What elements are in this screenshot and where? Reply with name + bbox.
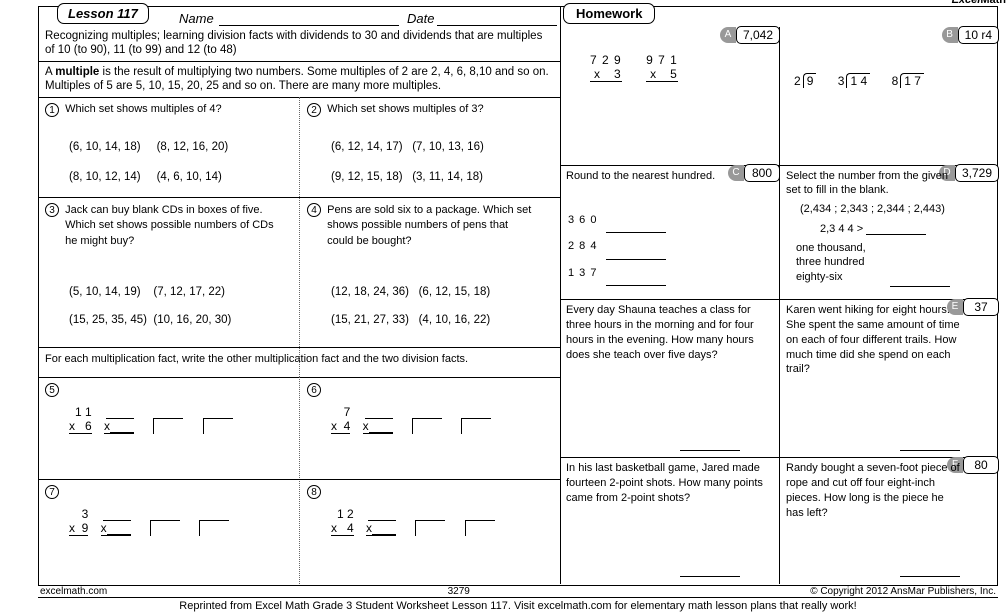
homework-tab: Homework	[563, 3, 655, 24]
box-F-L: In his last basketball game, Jared made …	[560, 457, 779, 584]
date-line[interactable]	[437, 25, 557, 26]
rule-3	[39, 197, 560, 198]
q4-opts: (12, 18, 24, 36) (6, 12, 15, 18) (15, 21…	[331, 279, 490, 334]
dotted-v-2	[299, 377, 300, 584]
ans-B: B10 r4	[942, 26, 999, 44]
intro-2: A multiple is the result of multiplying …	[45, 65, 553, 94]
box-D: D3,729 Select the number from the given …	[779, 165, 998, 299]
box-E-R: E37 Karen went hiking for eight hours. S…	[779, 299, 998, 457]
q4: 4 Pens are sold six to a package. Which …	[307, 203, 557, 249]
rule-6	[39, 479, 560, 480]
intro-1: Recognizing multiples; learning division…	[45, 29, 553, 58]
ans-A: A7,042	[720, 26, 780, 44]
q2-opts: (6, 12, 14, 17) (7, 10, 13, 16) (9, 12, …	[331, 133, 484, 193]
q3-opts: (5, 10, 14, 19) (7, 12, 17, 22) (15, 25,…	[69, 279, 231, 334]
box-A: A7,042 7 2 9x 3 9 7 1x 5	[560, 27, 779, 165]
q3: 3 Jack can buy blank CDs in boxes of fiv…	[45, 203, 295, 249]
name-line[interactable]	[219, 25, 399, 26]
date-label: Date	[407, 11, 434, 26]
fact-line: For each multiplication fact, write the …	[45, 353, 553, 365]
box-E-L: Every day Shauna teaches a class for thr…	[560, 299, 779, 457]
footer: excelmath.com3279© Copyright 2012 AnsMar…	[38, 586, 998, 612]
box-B: B10 r4 29 31 4 81 7	[779, 27, 998, 165]
rule-1	[39, 61, 560, 62]
q6: 7x 4 x	[331, 405, 491, 434]
q1: 1 Which set shows multiples of 4?	[45, 103, 222, 117]
q6n: 6	[307, 383, 321, 397]
q1-opts: (6, 10, 14, 18) (8, 12, 16, 20) (8, 10, …	[69, 133, 228, 193]
q2: 2 Which set shows multiples of 3?	[307, 103, 484, 117]
dotted-v-1	[299, 97, 300, 377]
q7: 3x 9 x	[69, 507, 229, 536]
q7n: 7	[45, 485, 59, 499]
q5: 1 1x 6 x	[69, 405, 233, 434]
box-F-R: F80 Randy bought a seven-foot piece of r…	[779, 457, 998, 584]
q5n: 5	[45, 383, 59, 397]
lesson-tab: Lesson 117	[57, 3, 149, 24]
ans-C: C800	[728, 164, 780, 182]
q8n: 8	[307, 485, 321, 499]
rule-4	[39, 347, 560, 348]
box-C: C800 Round to the nearest hundred. 3 6 0…	[560, 165, 779, 299]
q8: 1 2x 4 x	[331, 507, 495, 536]
name-label: Name	[179, 11, 214, 26]
worksheet-page: Lesson 117 Homework Name Date Recognizin…	[38, 6, 998, 586]
